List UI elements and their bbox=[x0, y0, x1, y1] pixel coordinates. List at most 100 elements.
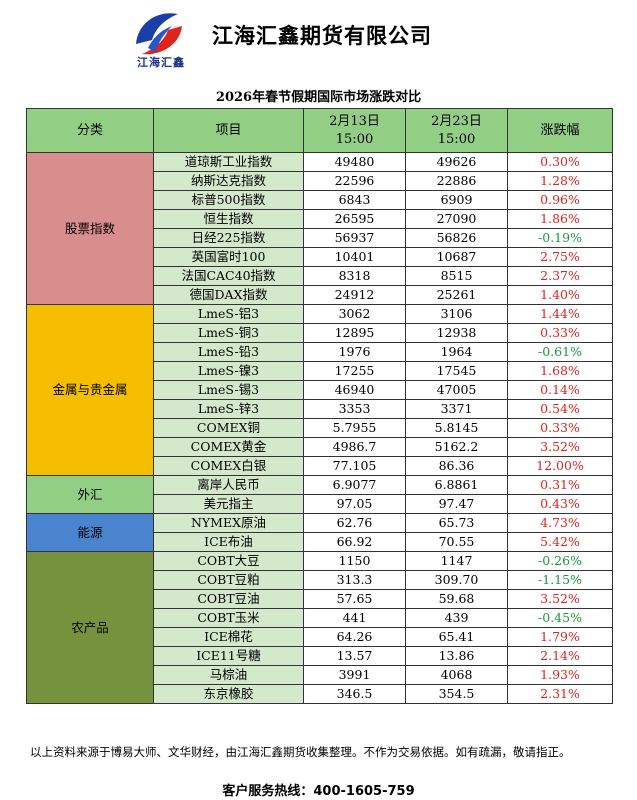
table-body: 股票指数 道琼斯工业指数 49480 49626 0.30% 纳斯达克指数 22596 228… bbox=[26, 152, 613, 704]
change-cell: 12.00% bbox=[507, 456, 613, 476]
change-cell: 2.75% bbox=[507, 247, 613, 267]
table-row: 恒生指数 26595 27090 1.86% bbox=[27, 209, 613, 229]
value-feb13-cell: 6843 bbox=[303, 190, 406, 210]
item-cell: COMEX铜 bbox=[153, 418, 304, 438]
change-cell: 3.52% bbox=[507, 589, 613, 609]
item-cell: COBT大豆 bbox=[153, 551, 304, 571]
value-feb23-cell: 1964 bbox=[405, 342, 508, 362]
value-feb13-cell: 3062 bbox=[303, 304, 406, 324]
table-row: LmeS-镍3 17255 17545 1.68% bbox=[27, 361, 613, 381]
category-cell: 股票指数 bbox=[26, 152, 154, 305]
value-feb23-cell: 5162.2 bbox=[405, 437, 508, 457]
table-row: 马棕油 3991 4068 1.93% bbox=[27, 665, 613, 685]
change-cell: 1.86% bbox=[507, 209, 613, 229]
value-feb23-cell: 22886 bbox=[405, 171, 508, 191]
value-feb23-cell: 12938 bbox=[405, 323, 508, 343]
value-feb13-cell: 12895 bbox=[303, 323, 406, 343]
value-feb23-cell: 27090 bbox=[405, 209, 508, 229]
table-row: 德国DAX指数 24912 25261 1.40% bbox=[27, 285, 613, 305]
value-feb13-cell: 3353 bbox=[303, 399, 406, 419]
value-feb13-cell: 5.7955 bbox=[303, 418, 406, 438]
value-feb13-cell: 441 bbox=[303, 608, 406, 628]
change-cell: 0.33% bbox=[507, 418, 613, 438]
change-cell: 1.79% bbox=[507, 627, 613, 647]
value-feb23-cell: 5.8145 bbox=[405, 418, 508, 438]
change-cell: -1.15% bbox=[507, 570, 613, 590]
value-feb13-cell: 6.9077 bbox=[303, 475, 406, 495]
value-feb23-cell: 3371 bbox=[405, 399, 508, 419]
category-cell: 外汇 bbox=[26, 475, 154, 514]
change-cell: 2.31% bbox=[507, 684, 613, 704]
value-feb23-cell: 439 bbox=[405, 608, 508, 628]
item-cell: 法国CAC40指数 bbox=[153, 266, 304, 286]
table-row: 日经225指数 56937 56826 -0.19% bbox=[27, 228, 613, 248]
value-feb23-cell: 6909 bbox=[405, 190, 508, 210]
value-feb23-cell: 1147 bbox=[405, 551, 508, 571]
item-cell: LmeS-锡3 bbox=[153, 380, 304, 400]
value-feb23-cell: 354.5 bbox=[405, 684, 508, 704]
item-cell: 英国富时100 bbox=[153, 247, 304, 267]
table-row: 股票指数 道琼斯工业指数 49480 49626 0.30% bbox=[26, 152, 613, 305]
page-header: 江海汇鑫 江海汇鑫期货有限公司 bbox=[0, 0, 637, 80]
item-cell: 纳斯达克指数 bbox=[153, 171, 304, 191]
table-row: 美元指主 97.05 97.47 0.43% bbox=[27, 494, 613, 514]
value-feb23-cell: 70.55 bbox=[405, 532, 508, 552]
table-row: 法国CAC40指数 8318 8515 2.37% bbox=[27, 266, 613, 286]
change-cell: -0.26% bbox=[507, 551, 613, 571]
value-feb13-cell: 17255 bbox=[303, 361, 406, 381]
category-cell: 能源 bbox=[26, 513, 154, 552]
footer-note: 以上资料来源于博易大师、文华财经，由江海汇鑫期货收集整理。不作为交易依据。如有疏… bbox=[30, 745, 571, 759]
change-cell: 0.43% bbox=[507, 494, 613, 514]
header-category: 分类 bbox=[26, 108, 154, 153]
value-feb23-cell: 49626 bbox=[405, 152, 508, 172]
change-cell: 0.14% bbox=[507, 380, 613, 400]
header-date1: 2月13日 15:00 bbox=[303, 108, 406, 153]
change-cell: 1.28% bbox=[507, 171, 613, 191]
value-feb23-cell: 17545 bbox=[405, 361, 508, 381]
value-feb13-cell: 4986.7 bbox=[303, 437, 406, 457]
header-change: 涨跌幅 bbox=[507, 108, 613, 153]
value-feb23-cell: 47005 bbox=[405, 380, 508, 400]
header-date2-time: 15:00 bbox=[437, 131, 476, 147]
value-feb23-cell: 13.86 bbox=[405, 646, 508, 666]
table-row: COBT豆油 57.65 59.68 3.52% bbox=[27, 589, 613, 609]
value-feb13-cell: 346.5 bbox=[303, 684, 406, 704]
table-row: COMEX铜 5.7955 5.8145 0.33% bbox=[27, 418, 613, 438]
value-feb13-cell: 10401 bbox=[303, 247, 406, 267]
item-cell: ICE布油 bbox=[153, 532, 304, 552]
item-cell: COBT玉米 bbox=[153, 608, 304, 628]
value-feb13-cell: 77.105 bbox=[303, 456, 406, 476]
value-feb13-cell: 97.05 bbox=[303, 494, 406, 514]
value-feb13-cell: 24912 bbox=[303, 285, 406, 305]
value-feb13-cell: 26595 bbox=[303, 209, 406, 229]
value-feb23-cell: 10687 bbox=[405, 247, 508, 267]
item-cell: 离岸人民币 bbox=[153, 475, 304, 495]
value-feb13-cell: 8318 bbox=[303, 266, 406, 286]
value-feb13-cell: 62.76 bbox=[303, 513, 406, 533]
item-cell: LmeS-镍3 bbox=[153, 361, 304, 381]
header-date2-date: 2月23日 bbox=[431, 113, 482, 129]
header-date2: 2月23日 15:00 bbox=[405, 108, 508, 153]
table-row: 东京橡胶 346.5 354.5 2.31% bbox=[27, 684, 613, 704]
item-cell: 恒生指数 bbox=[153, 209, 304, 229]
change-cell: 1.40% bbox=[507, 285, 613, 305]
value-feb13-cell: 64.26 bbox=[303, 627, 406, 647]
logo-text: 江海汇鑫 bbox=[137, 56, 185, 69]
table-row: ICE11号糖 13.57 13.86 2.14% bbox=[27, 646, 613, 666]
value-feb23-cell: 56826 bbox=[405, 228, 508, 248]
value-feb23-cell: 86.36 bbox=[405, 456, 508, 476]
value-feb13-cell: 66.92 bbox=[303, 532, 406, 552]
table-row: COBT玉米 441 439 -0.45% bbox=[27, 608, 613, 628]
value-feb13-cell: 49480 bbox=[303, 152, 406, 172]
change-cell: 0.54% bbox=[507, 399, 613, 419]
item-cell: 道琼斯工业指数 bbox=[153, 152, 304, 172]
value-feb23-cell: 3106 bbox=[405, 304, 508, 324]
item-cell: 马棕油 bbox=[153, 665, 304, 685]
change-cell: 1.44% bbox=[507, 304, 613, 324]
category-cell: 农产品 bbox=[26, 551, 154, 704]
change-cell: 4.73% bbox=[507, 513, 613, 533]
value-feb13-cell: 3991 bbox=[303, 665, 406, 685]
value-feb13-cell: 22596 bbox=[303, 171, 406, 191]
item-cell: NYMEX原油 bbox=[153, 513, 304, 533]
value-feb23-cell: 6.8861 bbox=[405, 475, 508, 495]
